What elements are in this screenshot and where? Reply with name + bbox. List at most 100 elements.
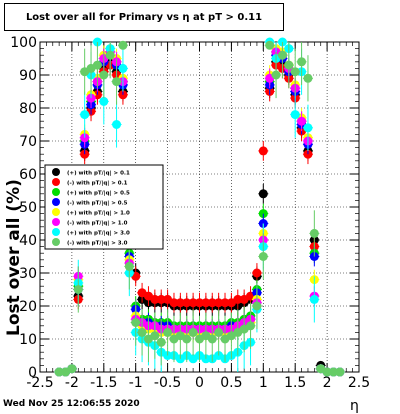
x-tick-label: 1	[259, 375, 268, 391]
legend-entry-label: (-) with pT/|q| > 3.0	[67, 241, 128, 247]
data-point	[156, 294, 166, 304]
data-point	[284, 60, 294, 70]
legend-entry-label: (-) with pT/|q| > 1.0	[67, 221, 128, 227]
y-tick-label: 100	[10, 35, 37, 51]
x-tick-label: 1.5	[284, 375, 306, 391]
data-point	[271, 70, 281, 80]
legend-entry-label: (-) with pT/|q| > 0.1	[67, 181, 128, 187]
legend-marker	[52, 168, 60, 176]
data-point	[175, 298, 185, 308]
x-tick-label: 0.5	[220, 375, 242, 391]
data-point	[118, 63, 128, 73]
data-point	[201, 298, 211, 308]
data-point	[309, 294, 319, 304]
data-points	[54, 37, 345, 377]
data-point	[258, 252, 268, 261]
chart-title: Lost over all for Primary vs η at pT > 0…	[4, 3, 284, 31]
y-tick-label: 90	[19, 68, 37, 84]
y-tick-label: 20	[19, 299, 37, 315]
data-point	[118, 40, 128, 50]
x-tick-label: 2.5	[348, 375, 370, 391]
data-point	[112, 77, 122, 87]
axis-ticks: -2.5 -2 -1.5 -1 -0.5 0 0.5 1 1.5 2 2.5 0 10 20 30 40 50 6…	[10, 35, 370, 391]
x-tick-label: 2	[323, 375, 332, 391]
series-8	[54, 40, 345, 377]
data-point	[220, 298, 230, 308]
y-tick-label: 40	[19, 233, 37, 249]
data-point	[303, 123, 313, 133]
legend-marker	[52, 208, 60, 216]
legend-marker	[52, 238, 60, 246]
data-point	[182, 298, 192, 308]
y-tick-label: 60	[19, 167, 37, 183]
data-point	[252, 268, 262, 278]
data-point	[150, 331, 160, 341]
data-point	[258, 189, 268, 199]
data-point	[80, 110, 90, 120]
data-point	[182, 334, 192, 344]
data-point	[195, 298, 204, 308]
data-point	[252, 301, 262, 311]
legend-marker	[52, 228, 60, 236]
data-point	[156, 337, 166, 347]
data-point	[67, 364, 77, 374]
data-point	[297, 116, 307, 126]
data-point	[99, 96, 109, 106]
legend-entry-label: (+) with pT/|q| > 3.0	[67, 231, 130, 237]
data-point	[214, 327, 224, 337]
data-point	[131, 318, 141, 327]
data-point	[290, 110, 300, 120]
data-point	[322, 367, 332, 377]
data-point	[303, 73, 313, 83]
data-point	[207, 334, 217, 344]
x-tick-label: -2	[65, 375, 79, 391]
data-point	[163, 327, 173, 337]
legend: (+) with pT/|q| > 0.1 (-) with pT/|q| > 0…	[44, 164, 164, 250]
y-tick-label: 30	[19, 266, 37, 282]
data-point	[92, 60, 102, 70]
data-point	[99, 70, 109, 80]
data-point	[309, 228, 319, 238]
x-tick-label: -1	[129, 375, 143, 391]
timestamp: Wed Nov 25 12:06:55 2020	[3, 399, 140, 409]
data-point	[188, 298, 198, 308]
data-point	[328, 367, 338, 377]
y-tick-label: 50	[19, 200, 37, 216]
data-point	[246, 321, 256, 331]
legend-marker	[52, 188, 60, 196]
data-point	[54, 367, 64, 377]
legend-marker	[52, 218, 60, 226]
x-tick-label: -1.5	[90, 375, 117, 391]
data-point	[112, 120, 122, 129]
data-point	[290, 67, 300, 77]
legend-box	[44, 164, 164, 250]
data-point	[297, 57, 307, 67]
data-point	[214, 298, 224, 308]
legend-marker	[52, 178, 60, 186]
data-point	[335, 367, 345, 377]
data-point	[258, 146, 268, 156]
data-point	[124, 261, 134, 271]
x-tick-label: 0	[195, 375, 204, 391]
y-tick-label: 70	[19, 134, 37, 150]
x-tick-label: -0.5	[154, 375, 181, 391]
data-point	[137, 327, 147, 337]
data-point	[188, 327, 198, 337]
x-tick-label: -2.5	[26, 375, 53, 391]
data-point	[233, 294, 243, 304]
data-point	[150, 294, 160, 304]
y-tick-label: 10	[19, 332, 37, 348]
data-point	[277, 50, 287, 60]
data-point	[73, 285, 83, 294]
data-point	[265, 40, 275, 50]
data-point	[105, 50, 115, 60]
y-tick-label: 80	[19, 101, 37, 117]
legend-entry-label: (+) with pT/|q| > 0.1	[67, 171, 130, 177]
legend-entry-label: (-) with pT/|q| > 0.5	[67, 201, 128, 207]
legend-entry-label: (+) with pT/|q| > 1.0	[67, 211, 130, 217]
x-axis-label: η	[350, 398, 359, 414]
y-tick-label: 0	[28, 365, 37, 381]
data-point	[207, 298, 217, 308]
data-point	[169, 298, 179, 308]
